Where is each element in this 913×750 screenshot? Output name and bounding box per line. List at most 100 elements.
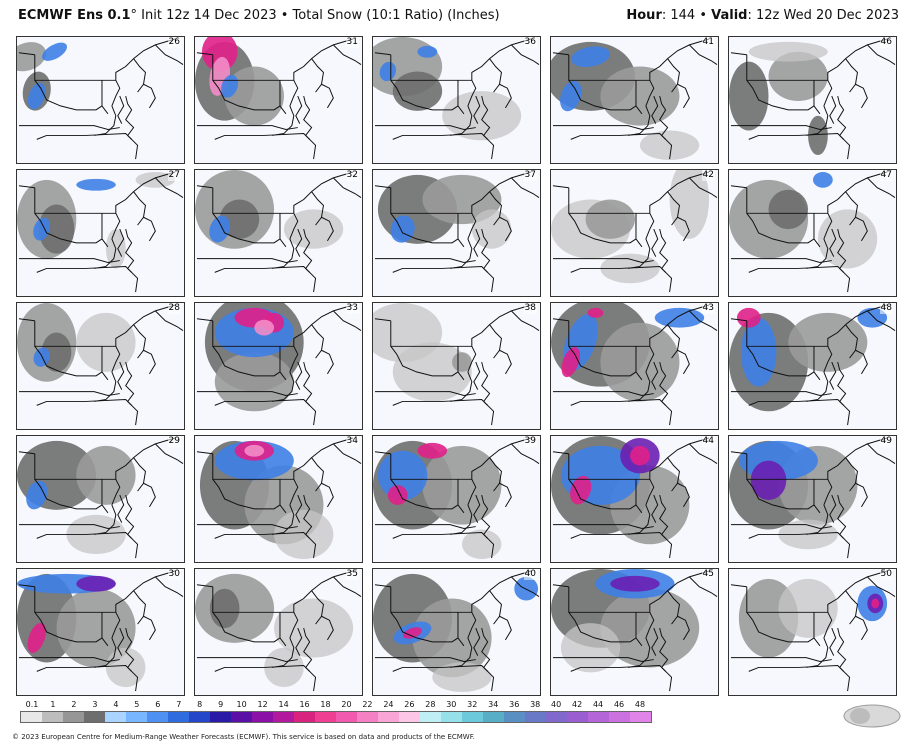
state-boundary bbox=[748, 132, 844, 140]
colorbar-tick-label: 0.1 bbox=[25, 700, 39, 709]
colorbar-tick-label: 44 bbox=[592, 700, 604, 709]
state-boundary bbox=[667, 324, 680, 359]
snowfall-contour-purple bbox=[610, 575, 660, 592]
state-boundary bbox=[34, 479, 103, 510]
state-boundary bbox=[552, 391, 654, 397]
state-boundary bbox=[568, 437, 710, 480]
snowfall-map bbox=[729, 437, 896, 559]
snowfall-contour-light bbox=[817, 209, 878, 269]
colorbar-swatch bbox=[462, 712, 483, 722]
state-boundary bbox=[568, 304, 710, 347]
snowfall-contour-mid bbox=[600, 322, 680, 402]
snowfall-contour-light bbox=[432, 662, 492, 693]
colorbar-swatch bbox=[21, 712, 42, 722]
state-boundary bbox=[805, 637, 829, 668]
state-boundary bbox=[18, 584, 35, 588]
state-boundary bbox=[473, 361, 481, 390]
state-boundary bbox=[473, 627, 481, 656]
state-boundary bbox=[552, 524, 654, 530]
snowfall-contour-blue bbox=[33, 217, 51, 241]
state-boundary bbox=[688, 177, 718, 198]
snowfall-map bbox=[195, 570, 362, 692]
state-boundary bbox=[635, 80, 643, 115]
state-boundary bbox=[688, 44, 718, 65]
state-boundary bbox=[332, 310, 362, 331]
state-boundary bbox=[730, 258, 832, 264]
state-boundary bbox=[117, 228, 125, 257]
colorbar-tick-label: 28 bbox=[425, 700, 436, 709]
state-boundary bbox=[279, 479, 287, 514]
state-boundary bbox=[93, 238, 117, 269]
colorbar-tick-label: 42 bbox=[572, 700, 583, 709]
state-boundary bbox=[133, 191, 146, 226]
state-boundary bbox=[489, 590, 502, 625]
state-boundary bbox=[117, 494, 125, 523]
member-number-label: 32 bbox=[345, 170, 359, 181]
member-number-label: 33 bbox=[345, 303, 359, 314]
state-boundary bbox=[837, 494, 851, 559]
snowfall-contour-magenta bbox=[403, 627, 422, 639]
state-boundary bbox=[143, 216, 156, 242]
ensemble-member-panel: 26 bbox=[16, 36, 185, 164]
state-boundary bbox=[214, 132, 310, 140]
state-boundary bbox=[303, 228, 317, 293]
state-boundary bbox=[111, 346, 121, 373]
state-boundary bbox=[321, 482, 334, 508]
state-boundary bbox=[845, 324, 858, 359]
title-details: ° Init 12z 14 Dec 2023 • Total Snow (10:… bbox=[130, 8, 500, 23]
snowfall-contour-mid bbox=[585, 199, 635, 239]
weatherbell-logo bbox=[843, 704, 901, 728]
state-boundary bbox=[18, 185, 35, 189]
ensemble-member-panel: 42 bbox=[550, 169, 719, 297]
colorbar-swatch bbox=[84, 712, 105, 722]
state-boundary bbox=[125, 494, 139, 559]
state-boundary bbox=[279, 612, 287, 647]
member-number-label: 48 bbox=[879, 303, 893, 314]
colorbar-swatch bbox=[630, 712, 651, 722]
state-boundary bbox=[467, 213, 477, 240]
state-boundary bbox=[212, 479, 281, 510]
state-boundary bbox=[125, 95, 139, 160]
colorbar-tick-label: 48 bbox=[634, 700, 646, 709]
state-boundary bbox=[449, 637, 473, 668]
state-boundary bbox=[823, 213, 833, 240]
state-boundary bbox=[866, 177, 896, 198]
state-boundary bbox=[667, 58, 680, 93]
state-boundary bbox=[457, 213, 465, 248]
member-number-label: 28 bbox=[167, 303, 181, 314]
state-boundary bbox=[837, 361, 851, 426]
colorbar-swatch bbox=[315, 712, 336, 722]
state-boundary bbox=[489, 58, 502, 93]
ensemble-member-panel: 37 bbox=[372, 169, 541, 297]
snowfall-contour-light bbox=[264, 647, 304, 688]
state-boundary bbox=[34, 171, 176, 214]
state-boundary bbox=[568, 80, 637, 111]
state-boundary bbox=[212, 171, 354, 214]
state-boundary bbox=[651, 95, 659, 124]
state-boundary bbox=[390, 304, 532, 347]
colorbar-tick-label: 38 bbox=[530, 700, 541, 709]
state-boundary bbox=[311, 590, 324, 625]
state-boundary bbox=[303, 95, 317, 160]
state-boundary bbox=[196, 657, 298, 663]
state-boundary bbox=[746, 570, 888, 613]
ensemble-member-panel: 39 bbox=[372, 435, 541, 563]
state-boundary bbox=[568, 479, 637, 510]
state-boundary bbox=[18, 125, 120, 131]
state-boundary bbox=[196, 125, 298, 131]
colorbar-tick-label: 10 bbox=[236, 700, 247, 709]
colorbar-swatch bbox=[504, 712, 525, 722]
state-boundary bbox=[332, 576, 362, 597]
state-boundary bbox=[34, 213, 103, 244]
member-number-label: 46 bbox=[879, 37, 893, 48]
state-boundary bbox=[748, 664, 844, 672]
state-boundary bbox=[374, 258, 476, 264]
snowfall-map bbox=[17, 38, 184, 160]
state-boundary bbox=[390, 437, 532, 480]
state-boundary bbox=[18, 657, 120, 663]
state-boundary bbox=[34, 304, 176, 347]
snowfall-contour-magenta bbox=[587, 307, 604, 318]
member-number-label: 26 bbox=[167, 37, 181, 48]
state-boundary bbox=[311, 324, 324, 359]
valid-label: Valid bbox=[711, 8, 748, 23]
